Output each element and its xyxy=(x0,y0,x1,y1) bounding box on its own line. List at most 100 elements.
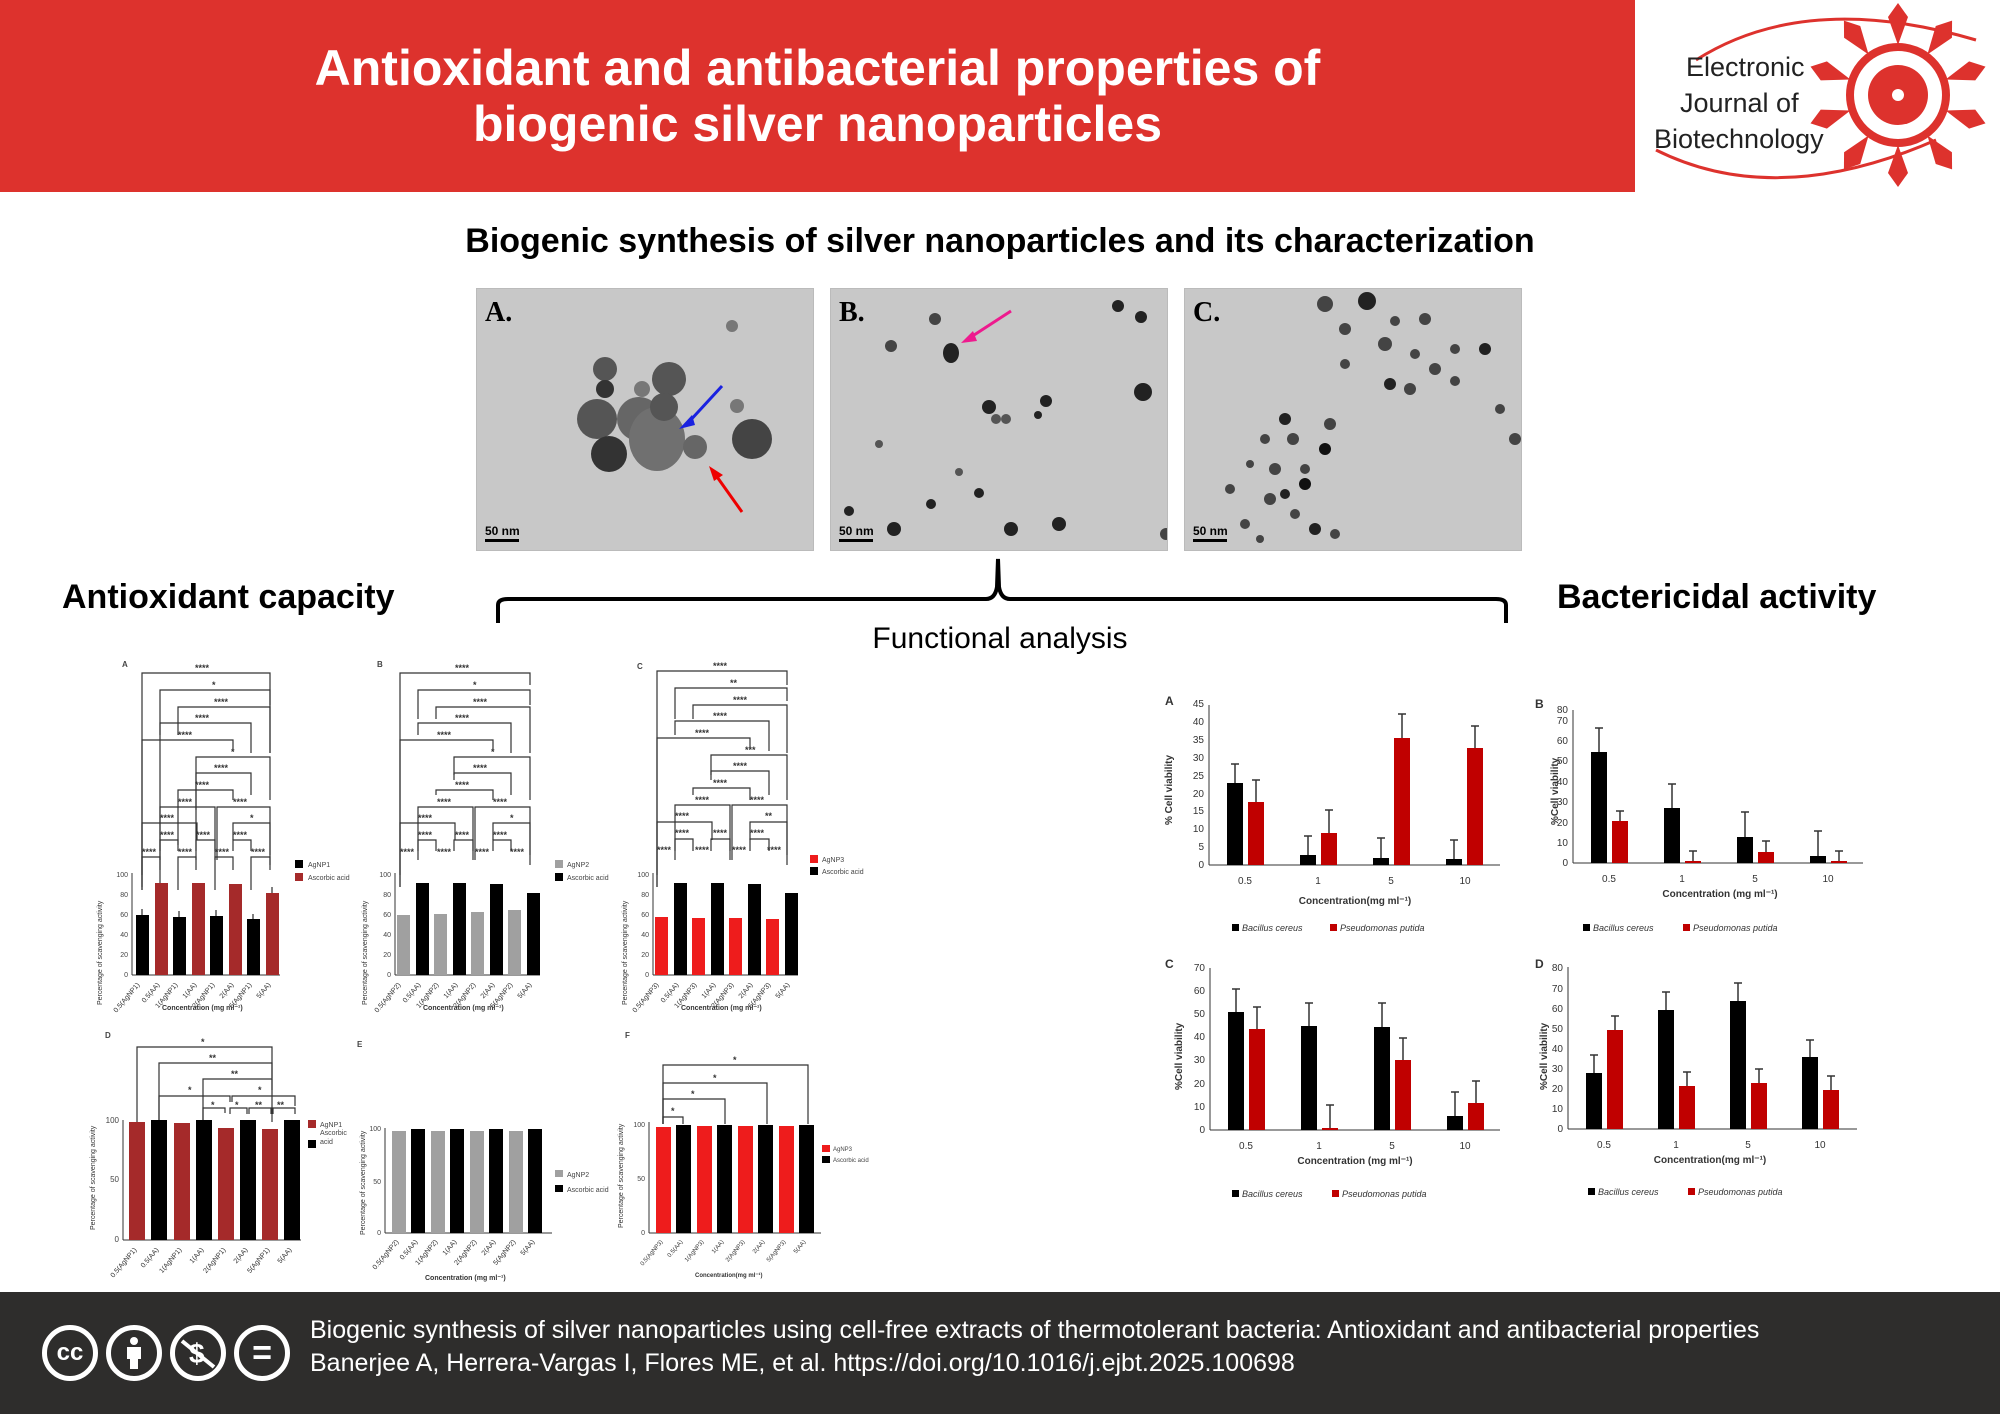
svg-text:**: ** xyxy=(255,1100,263,1110)
svg-text:100: 100 xyxy=(116,872,128,879)
svg-text:2(AA): 2(AA) xyxy=(752,1239,766,1255)
nc-icon: $ xyxy=(170,1325,226,1381)
svg-text:15: 15 xyxy=(1193,806,1205,817)
svg-text:****: **** xyxy=(713,711,728,721)
svg-text:20: 20 xyxy=(120,952,128,959)
svg-text:B: B xyxy=(1535,697,1544,711)
svg-text:0.5(AA): 0.5(AA) xyxy=(140,1247,161,1270)
svg-text:40: 40 xyxy=(641,932,649,939)
svg-text:100: 100 xyxy=(379,872,391,879)
svg-text:****: **** xyxy=(733,761,748,771)
svg-text:A: A xyxy=(1165,694,1174,708)
svg-text:5(AgNP1): 5(AgNP1) xyxy=(246,1247,271,1275)
license-icons[interactable]: cc $ = xyxy=(42,1325,290,1381)
svg-text:70: 70 xyxy=(1194,963,1206,974)
svg-text:0: 0 xyxy=(115,1235,120,1244)
chart-bact-c: C %Cell viability 0 10 20 30 40 50 60 70 0.5 1 5 1… xyxy=(1165,957,1500,1199)
svg-text:*: * xyxy=(258,1085,262,1095)
svg-text:60: 60 xyxy=(1194,986,1206,997)
svg-text:5(AA): 5(AA) xyxy=(775,982,792,1000)
svg-text:Concentration(mg ml⁻¹): Concentration(mg ml⁻¹) xyxy=(1299,896,1412,907)
svg-text:%Cell viability: %Cell viability xyxy=(1539,1022,1550,1090)
svg-text:20: 20 xyxy=(1194,1079,1206,1090)
svg-text:D: D xyxy=(105,1031,111,1040)
svg-text:0.5(AA): 0.5(AA) xyxy=(399,1239,420,1262)
svg-text:0: 0 xyxy=(124,972,128,979)
svg-text:60: 60 xyxy=(641,912,649,919)
svg-text:5(AA): 5(AA) xyxy=(256,982,273,1000)
svg-text:*: * xyxy=(188,1085,192,1095)
svg-text:40: 40 xyxy=(1552,1044,1564,1055)
svg-text:5(AA): 5(AA) xyxy=(277,1247,294,1265)
citation-authors-doi[interactable]: Banerjee A, Herrera-Vargas I, Flores ME,… xyxy=(310,1349,1295,1377)
svg-text:****: **** xyxy=(195,780,210,790)
svg-text:****: **** xyxy=(437,847,452,857)
svg-text:0.5: 0.5 xyxy=(1238,876,1252,887)
svg-text:****: **** xyxy=(418,830,433,840)
svg-text:Ascorbic acid: Ascorbic acid xyxy=(567,875,609,882)
svg-text:Ascorbic acid: Ascorbic acid xyxy=(822,869,864,876)
svg-text:****: **** xyxy=(178,797,193,807)
svg-text:1(AA): 1(AA) xyxy=(189,1247,206,1265)
svg-text:100: 100 xyxy=(369,1126,381,1133)
svg-text:****: **** xyxy=(473,697,488,707)
svg-text:1(AgNP1): 1(AgNP1) xyxy=(158,1247,183,1275)
svg-text:40: 40 xyxy=(1193,717,1205,728)
footer: cc $ = Biogenic synthesis of silver nano… xyxy=(0,1292,2000,1414)
svg-text:0.5(AgNP3): 0.5(AgNP3) xyxy=(632,982,661,1015)
antioxidant-heading: Antioxidant capacity xyxy=(62,578,395,616)
curly-brace-icon xyxy=(496,558,1508,623)
svg-text:70: 70 xyxy=(1557,716,1569,727)
chart-antiox-a: A ****************************** ********… xyxy=(97,660,350,1014)
svg-text:5(AA): 5(AA) xyxy=(793,1239,807,1255)
svg-text:1(AA): 1(AA) xyxy=(701,982,718,1000)
svg-text:20: 20 xyxy=(1193,789,1205,800)
svg-text:2(AA): 2(AA) xyxy=(233,1247,250,1265)
tem-image-a: A. 50 nm xyxy=(476,288,814,551)
svg-text:1: 1 xyxy=(1673,1140,1679,1151)
svg-text:Concentration (mg ml⁻¹): Concentration (mg ml⁻¹) xyxy=(423,1005,504,1012)
tem-label-b: B. xyxy=(839,297,865,328)
svg-text:0: 0 xyxy=(1557,1124,1563,1135)
svg-text:Concentration (mg ml⁻¹): Concentration (mg ml⁻¹) xyxy=(1297,1156,1412,1167)
svg-text:2(AgNP3): 2(AgNP3) xyxy=(725,1239,747,1263)
svg-text:****: **** xyxy=(713,778,728,788)
svg-text:5(AA): 5(AA) xyxy=(520,1239,537,1257)
cc-icon: cc xyxy=(42,1325,98,1381)
scale-bar-a: 50 nm xyxy=(485,524,520,542)
functional-analysis-label: Functional analysis xyxy=(872,622,1128,655)
svg-text:% Cell viability: % Cell viability xyxy=(1164,755,1175,825)
svg-text:0: 0 xyxy=(1199,1125,1205,1136)
svg-text:2(AA): 2(AA) xyxy=(481,1239,498,1257)
svg-text:****: **** xyxy=(160,813,175,823)
svg-text:*: * xyxy=(212,680,216,690)
svg-text:1(AgNP3): 1(AgNP3) xyxy=(684,1239,706,1263)
svg-text:****: **** xyxy=(455,830,470,840)
svg-text:0.5(AgNP2): 0.5(AgNP2) xyxy=(374,982,403,1015)
scale-bar-b: 50 nm xyxy=(839,524,874,542)
antioxidant-charts-top: A ****************************** ********… xyxy=(97,660,864,1015)
svg-text:2(AA): 2(AA) xyxy=(738,982,755,1000)
svg-text:Percentage of scavenging activ: Percentage of scavenging activity xyxy=(362,900,369,1005)
svg-text:Bacillus cereus: Bacillus cereus xyxy=(1593,923,1654,933)
svg-text:**: ** xyxy=(209,1053,217,1063)
svg-text:*: * xyxy=(671,1106,675,1116)
svg-text:Concentration(mg ml⁻¹): Concentration(mg ml⁻¹) xyxy=(1654,1155,1767,1166)
svg-text:****: **** xyxy=(178,730,193,740)
svg-text:5: 5 xyxy=(1745,1140,1751,1151)
svg-text:****: **** xyxy=(214,763,229,773)
chart-antiox-c: C ********************************* *****… xyxy=(622,661,864,1014)
svg-text:10: 10 xyxy=(1814,1140,1826,1151)
svg-text:**: ** xyxy=(277,1100,285,1110)
chart-bact-d: D %Cell viability 0 10 20 30 40 50 60 70 80 0.5 1… xyxy=(1535,957,1857,1197)
svg-text:0: 0 xyxy=(1562,858,1568,869)
svg-text:****: **** xyxy=(196,830,211,840)
svg-text:5: 5 xyxy=(1752,874,1758,885)
chart-antiox-e: E Percentage of scavenging activity 0 50 1… xyxy=(357,1040,609,1282)
svg-text:acid: acid xyxy=(320,1139,333,1146)
svg-text:25: 25 xyxy=(1193,771,1205,782)
svg-text:**: ** xyxy=(765,811,773,821)
svg-text:****: **** xyxy=(713,661,728,671)
svg-text:40: 40 xyxy=(120,932,128,939)
